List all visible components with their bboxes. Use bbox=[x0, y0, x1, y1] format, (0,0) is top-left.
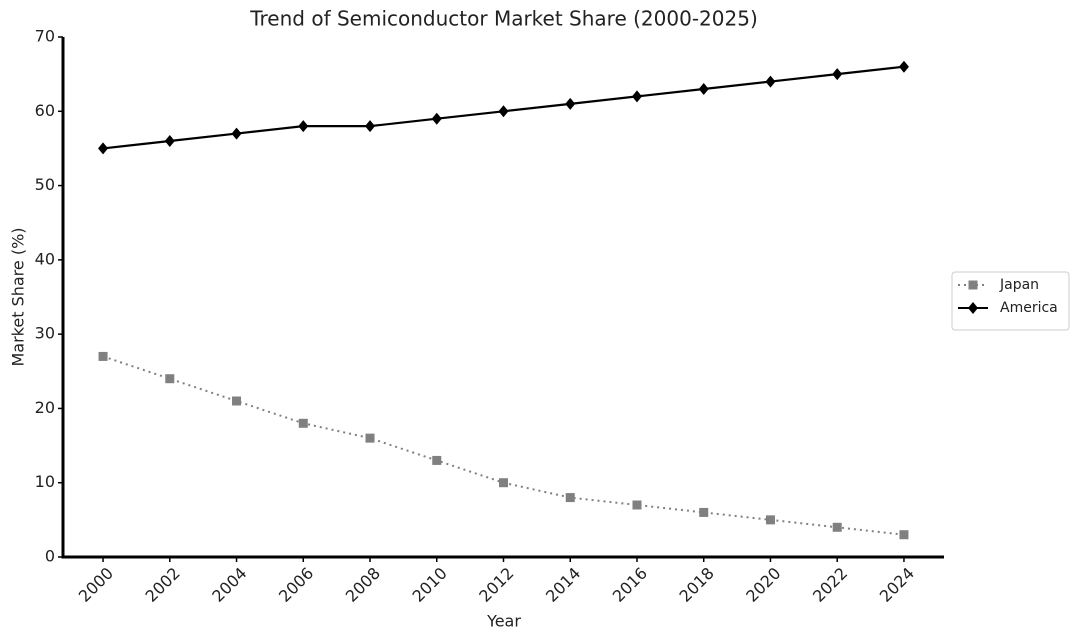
marker bbox=[968, 280, 978, 290]
y-tick-label: 50 bbox=[35, 175, 55, 194]
x-tick-label: 2016 bbox=[609, 564, 651, 606]
legend-label: Japan bbox=[999, 277, 1039, 293]
marker bbox=[898, 60, 909, 73]
legend-label: America bbox=[1000, 300, 1058, 316]
y-tick-label: 0 bbox=[45, 547, 55, 566]
marker bbox=[98, 142, 109, 155]
marker bbox=[165, 374, 175, 384]
y-tick-label: 40 bbox=[35, 249, 55, 268]
marker bbox=[832, 68, 843, 81]
marker bbox=[431, 112, 442, 125]
chart-title: Trend of Semiconductor Market Share (200… bbox=[249, 7, 758, 31]
y-tick-label: 20 bbox=[35, 398, 55, 417]
marker bbox=[632, 500, 642, 510]
x-tick-label: 2004 bbox=[208, 564, 250, 606]
marker bbox=[365, 433, 375, 443]
series-line bbox=[102, 355, 905, 536]
y-tick-label: 30 bbox=[35, 324, 55, 343]
x-axis-label: Year bbox=[486, 612, 521, 631]
legend: Japan America bbox=[951, 271, 1070, 331]
x-tick-label: 2010 bbox=[409, 564, 451, 606]
marker bbox=[498, 105, 509, 118]
y-tick-label: 70 bbox=[35, 27, 55, 46]
marker bbox=[631, 90, 642, 103]
y-tick-label: 10 bbox=[35, 472, 55, 491]
marker bbox=[699, 507, 709, 517]
marker bbox=[698, 83, 709, 95]
marker bbox=[899, 530, 909, 540]
marker bbox=[231, 127, 242, 140]
y-axis-label: Market Share (%) bbox=[9, 227, 28, 366]
marker bbox=[164, 135, 175, 147]
marker bbox=[832, 522, 842, 532]
marker bbox=[765, 75, 776, 88]
x-tick-label: 2002 bbox=[142, 564, 184, 606]
x-tick-label: 2020 bbox=[742, 564, 784, 606]
marker bbox=[565, 493, 575, 503]
legend-box bbox=[951, 271, 1070, 331]
x-tick-label: 2006 bbox=[275, 564, 317, 606]
x-tick-label: 2008 bbox=[342, 564, 384, 606]
marker bbox=[232, 396, 242, 406]
marker bbox=[565, 97, 576, 110]
x-tick-label: 2018 bbox=[676, 564, 718, 606]
x-tick-label: 2022 bbox=[809, 564, 851, 606]
x-tick-label: 2014 bbox=[542, 564, 584, 606]
marker bbox=[98, 351, 108, 361]
marker bbox=[968, 302, 978, 314]
x-tick-label: 2024 bbox=[876, 564, 918, 606]
x-tick-label: 2000 bbox=[75, 564, 117, 606]
marker bbox=[432, 455, 442, 465]
marker bbox=[298, 418, 308, 428]
x-tick-label: 2012 bbox=[475, 564, 517, 606]
marker bbox=[765, 515, 775, 525]
marker bbox=[298, 120, 309, 133]
y-tick-label: 60 bbox=[35, 101, 55, 120]
marker bbox=[365, 120, 376, 133]
marker bbox=[499, 478, 508, 488]
